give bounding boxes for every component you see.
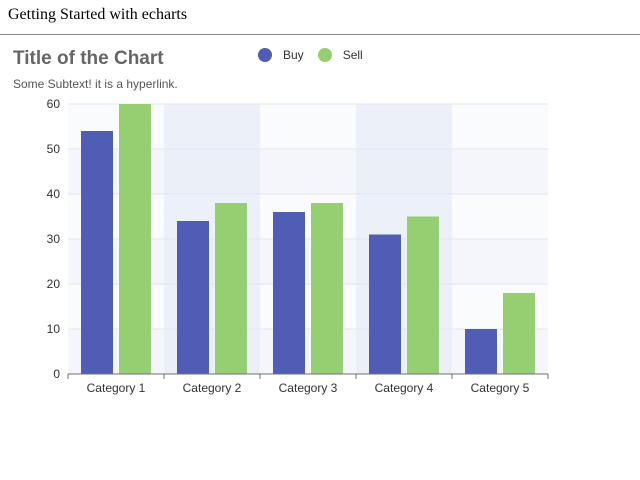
bar-sell-1 bbox=[119, 104, 151, 374]
legend-item-buy[interactable]: Buy bbox=[258, 48, 304, 62]
bar-sell-5 bbox=[503, 293, 535, 374]
legend-swatch-sell bbox=[317, 48, 332, 62]
chart-legend: Buy Sell bbox=[258, 48, 377, 62]
chart-subtitle-link[interactable]: Some Subtext! it is a hyperlink. bbox=[13, 77, 178, 91]
legend-swatch-buy bbox=[258, 48, 272, 62]
y-tick-label: 60 bbox=[47, 97, 61, 111]
page-header: Getting Started with echarts bbox=[8, 6, 188, 23]
bar-chart: Category 1 Category 2 Category 3 Category 4… bbox=[47, 97, 549, 395]
bar-sell-3 bbox=[311, 203, 343, 374]
x-tick-label: Category 2 bbox=[183, 381, 242, 395]
bar-buy-1 bbox=[81, 131, 113, 374]
bar-buy-2 bbox=[177, 221, 209, 374]
x-tick-label: Category 3 bbox=[279, 381, 338, 395]
y-tick-label: 50 bbox=[47, 142, 61, 156]
header-divider bbox=[0, 34, 640, 35]
y-tick-label: 20 bbox=[47, 277, 61, 291]
x-tick-label: Category 4 bbox=[375, 381, 434, 395]
x-tick-label: Category 1 bbox=[87, 381, 146, 395]
chart-container: Category 1 Category 2 Category 3 Category 4… bbox=[0, 38, 640, 478]
bar-buy-3 bbox=[273, 212, 305, 374]
chart-title: Title of the Chart bbox=[13, 48, 164, 69]
legend-label-sell: Sell bbox=[342, 48, 363, 62]
y-tick-label: 30 bbox=[47, 232, 61, 246]
y-tick-label: 40 bbox=[47, 187, 61, 201]
bar-sell-4 bbox=[407, 216, 439, 374]
bar-buy-5 bbox=[465, 329, 497, 374]
bar-buy-4 bbox=[369, 234, 401, 374]
bar-sell-2 bbox=[215, 203, 247, 374]
legend-label-buy: Buy bbox=[283, 48, 304, 62]
y-tick-label: 10 bbox=[47, 322, 61, 336]
y-tick-label: 0 bbox=[53, 367, 60, 381]
x-tick-label: Category 5 bbox=[471, 381, 530, 395]
legend-item-sell[interactable]: Sell bbox=[317, 48, 363, 62]
